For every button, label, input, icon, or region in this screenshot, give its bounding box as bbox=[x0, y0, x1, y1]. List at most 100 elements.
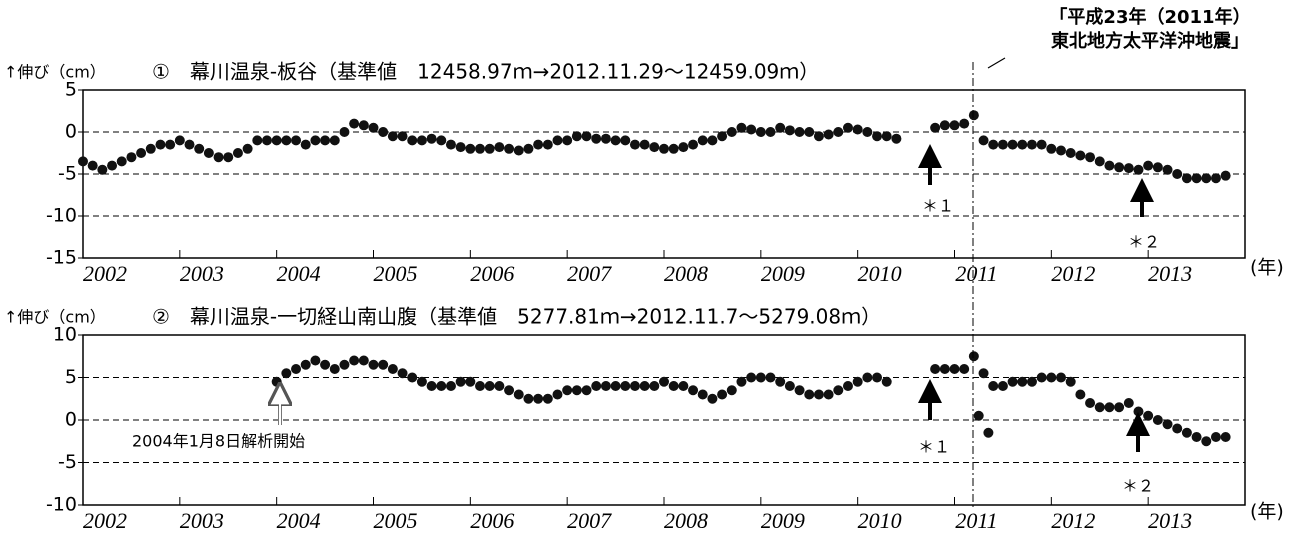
point bbox=[755, 127, 766, 137]
point bbox=[533, 393, 544, 404]
point bbox=[513, 389, 524, 400]
point bbox=[320, 135, 331, 146]
point bbox=[300, 139, 311, 150]
point bbox=[378, 359, 389, 370]
point bbox=[523, 393, 534, 404]
point bbox=[862, 372, 873, 383]
point bbox=[1036, 139, 1047, 150]
point bbox=[968, 110, 979, 121]
point bbox=[174, 135, 185, 146]
point bbox=[1143, 160, 1154, 171]
point bbox=[726, 127, 737, 137]
point bbox=[513, 145, 524, 156]
point bbox=[591, 133, 602, 144]
plot-frame bbox=[82, 89, 1246, 259]
point bbox=[300, 359, 311, 370]
point bbox=[1046, 372, 1057, 383]
annotation: ＊１ bbox=[922, 197, 954, 216]
point bbox=[1026, 376, 1037, 387]
point bbox=[881, 376, 892, 387]
x-tick-label: 2005 bbox=[374, 261, 418, 286]
point bbox=[407, 135, 418, 146]
point bbox=[1065, 148, 1076, 158]
y-tick-label: -5 bbox=[58, 451, 77, 473]
x-tick-label: 2012 bbox=[1051, 508, 1095, 533]
point bbox=[397, 131, 408, 142]
point bbox=[445, 381, 456, 391]
point bbox=[310, 135, 321, 146]
point bbox=[368, 122, 379, 133]
point bbox=[639, 381, 650, 391]
point bbox=[591, 381, 602, 391]
point bbox=[973, 410, 984, 421]
x-tick-label: 2008 bbox=[664, 261, 708, 286]
point bbox=[872, 131, 883, 142]
point bbox=[1133, 406, 1144, 417]
x-tick-label: 2011 bbox=[955, 508, 997, 533]
point bbox=[610, 381, 621, 391]
x-tick-label: 2010 bbox=[858, 261, 902, 286]
point bbox=[649, 142, 660, 153]
point bbox=[552, 389, 563, 400]
point bbox=[475, 381, 486, 391]
point bbox=[310, 355, 321, 366]
point bbox=[107, 160, 118, 171]
x-tick-label: 2010 bbox=[858, 508, 902, 533]
point bbox=[755, 372, 766, 383]
x-tick-label: 2007 bbox=[567, 508, 612, 533]
point bbox=[320, 359, 331, 370]
point bbox=[581, 385, 592, 396]
point bbox=[707, 393, 718, 404]
point bbox=[281, 368, 292, 379]
point bbox=[494, 142, 505, 153]
point bbox=[988, 139, 999, 150]
x-tick-label: 2003 bbox=[180, 261, 224, 286]
point bbox=[571, 385, 582, 396]
point bbox=[1056, 372, 1067, 383]
point bbox=[291, 135, 302, 146]
point bbox=[891, 133, 902, 144]
x-axis-label: (年) bbox=[1250, 501, 1284, 523]
y-tick-label: -10 bbox=[46, 205, 77, 227]
point bbox=[765, 372, 776, 383]
point bbox=[688, 385, 699, 396]
point bbox=[445, 139, 456, 150]
point bbox=[1056, 145, 1067, 156]
point bbox=[494, 381, 505, 391]
y-axis-label: ↑伸び（cm） bbox=[4, 308, 106, 327]
point bbox=[1201, 173, 1212, 184]
point bbox=[1210, 173, 1221, 184]
point bbox=[562, 385, 573, 396]
point bbox=[775, 122, 786, 133]
point bbox=[242, 143, 253, 154]
point bbox=[1085, 398, 1096, 408]
point bbox=[223, 152, 234, 163]
x-tick-label: 2013 bbox=[1148, 508, 1192, 533]
point bbox=[600, 381, 611, 391]
pointer bbox=[987, 57, 1006, 69]
point bbox=[562, 135, 573, 146]
point bbox=[939, 120, 950, 131]
point bbox=[939, 364, 950, 374]
point bbox=[368, 359, 379, 370]
point bbox=[930, 364, 941, 374]
point bbox=[1094, 402, 1105, 413]
annotation: 「平成23年（2011年） bbox=[1049, 6, 1250, 28]
point bbox=[1036, 372, 1047, 383]
point bbox=[668, 381, 679, 391]
point bbox=[552, 135, 563, 146]
point bbox=[484, 143, 495, 154]
plots: ↑伸び（cm） ① 幕川温泉-板谷（基準値 12458.97ｍ→2012.11.2… bbox=[4, 6, 1284, 533]
point bbox=[484, 381, 495, 391]
point bbox=[475, 143, 486, 154]
y-tick-label: 10 bbox=[53, 324, 77, 346]
point bbox=[436, 381, 447, 391]
point bbox=[997, 381, 1008, 391]
point bbox=[765, 127, 776, 137]
point bbox=[813, 131, 824, 142]
point bbox=[736, 122, 747, 133]
point bbox=[1026, 139, 1037, 150]
point bbox=[968, 351, 979, 362]
point bbox=[145, 143, 156, 154]
